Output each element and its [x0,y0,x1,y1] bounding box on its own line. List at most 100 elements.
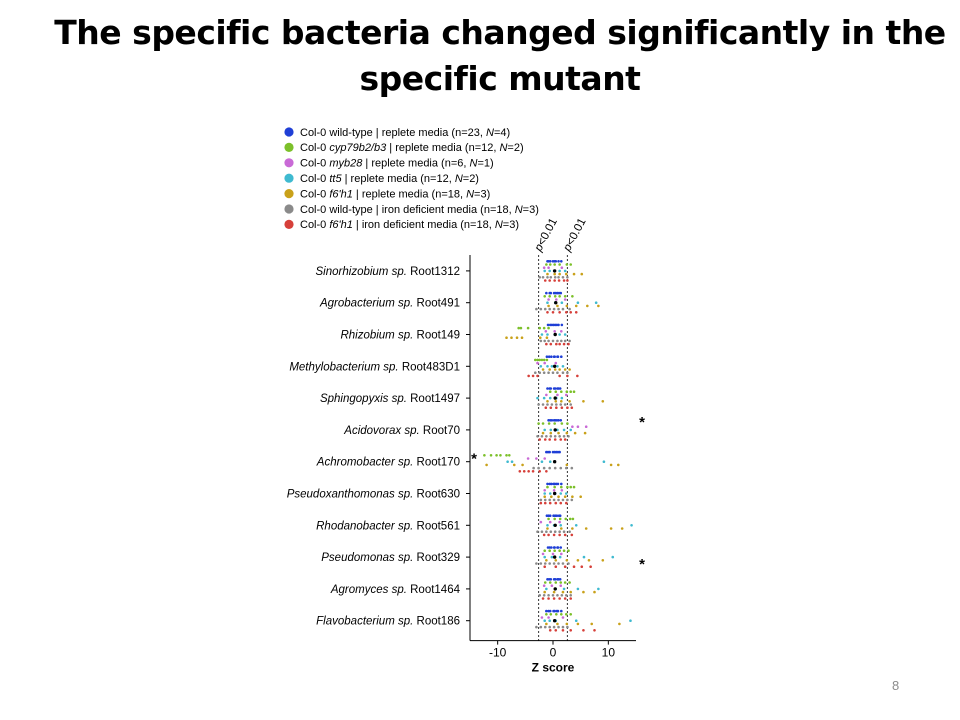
point-3-4-1 [536,361,539,365]
point-7-6-3 [548,438,551,441]
point-2-4-6 [545,358,549,362]
point-6-5-7 [563,403,567,406]
point-6-10-5 [552,562,556,565]
point-7-7-2 [522,470,526,473]
point-7-11-4 [558,597,561,600]
point-2-7-3 [495,454,498,457]
point-6-7-2 [537,466,540,470]
point-6-5-4 [550,403,554,406]
point-3-2-3 [563,298,567,301]
point-3-5-3 [564,393,568,397]
point-7-4-2 [531,374,535,378]
point-1-7-6 [546,450,550,454]
point-7-7-5 [538,470,542,473]
point-4-5-1 [536,396,539,400]
legend-entry-6: Col-0 wild-type | iron deficient media (… [300,204,539,216]
point-7-6-1 [538,438,542,441]
point-6-7-3 [542,466,546,470]
point-6-8-4 [552,498,556,502]
point-5-7-6 [616,463,620,467]
point-6-9-3 [545,530,548,533]
point-7-5-5 [566,406,569,410]
point-6-7-4 [548,466,551,470]
point-5-2-5 [586,304,589,308]
point-2-5-5 [569,390,573,394]
point-5-11-6 [593,590,596,594]
point-5-10-3 [565,559,569,562]
point-1-12-1 [545,609,548,613]
point-2-1-3 [553,263,556,266]
point-1-6-8 [555,419,559,422]
point-7-8-4 [554,501,558,505]
point-4-11-1 [545,587,548,591]
point-7-9-2 [547,533,550,537]
point-6-10-4 [548,562,551,565]
point-2-7-5 [505,454,508,457]
point-1-8-8 [555,482,558,486]
point-6-12-7 [561,625,565,629]
point-4-8-2 [548,492,552,495]
point-2-9-3 [558,517,562,521]
point-3-2-1 [547,298,550,301]
threshold-label-1: p<0.01 [532,216,560,254]
point-7-3-1 [545,342,548,346]
median-marker-7 [552,460,557,464]
point-7-10-4 [572,565,576,568]
point-4-9-3 [559,524,563,527]
point-6-8-5 [557,498,560,502]
point-7-3-2 [549,342,553,346]
y-tick-label-5: Sphingopyxis sp. Root1497 [320,393,460,405]
point-6-10-8 [567,562,570,565]
point-5-1-3 [558,272,561,276]
point-3-11-2 [550,584,554,587]
point-1-6-7 [552,419,556,422]
point-1-8-7 [552,482,555,486]
point-1-5-7 [553,387,557,390]
point-1-4-1 [545,355,549,359]
point-4-1-4 [558,269,561,273]
point-6-4-4 [547,371,550,375]
point-5-9-5 [609,527,613,530]
point-6-4-8 [566,371,569,375]
threshold-label-2: p<0.01 [561,216,589,254]
point-2-2-1 [543,295,546,298]
legend-entry-7: Col-0 f6'h1 | iron deficient media (n=18… [300,219,519,231]
point-1-10-6 [548,546,551,549]
point-7-7-4 [531,470,535,473]
point-6-2-2 [539,307,543,311]
point-5-7-4 [565,463,569,467]
point-3-12-1 [540,616,544,619]
x-tick-label-3: 10 [602,646,616,660]
point-2-1-4 [558,263,561,266]
point-4-6-1 [543,428,546,432]
point-6-11-1 [538,594,542,597]
point-6-10-1 [535,562,538,565]
median-marker-6 [553,428,557,432]
point-4-10-4 [582,555,586,559]
point-5-4-6 [568,368,571,371]
point-2-4-5 [542,358,546,362]
point-7-12-4 [569,629,573,632]
point-3-9-3 [558,520,561,524]
point-2-3-1 [517,326,520,330]
point-5-6-6 [583,431,587,435]
point-6-9-4 [549,530,553,533]
point-6-2-6 [557,307,560,311]
point-7-2-5 [569,311,573,314]
point-5-6-2 [549,431,553,435]
point-2-4-4 [540,358,544,362]
point-3-3-1 [544,330,548,333]
point-2-6-1 [537,422,540,425]
point-5-12-6 [618,622,621,626]
legend-entry-1: Col-0 wild-type | replete media (n=23, N… [300,127,510,139]
point-5-10-2 [554,559,558,562]
point-3-10-3 [560,552,563,556]
point-7-1-2 [548,279,551,282]
point-7-3-4 [558,342,561,346]
point-5-2-4 [574,304,578,308]
point-6-8-8 [570,498,574,502]
point-6-11-6 [560,594,564,597]
point-6-3-8 [568,339,571,343]
point-5-8-1 [543,495,546,499]
point-6-6-8 [567,435,570,438]
